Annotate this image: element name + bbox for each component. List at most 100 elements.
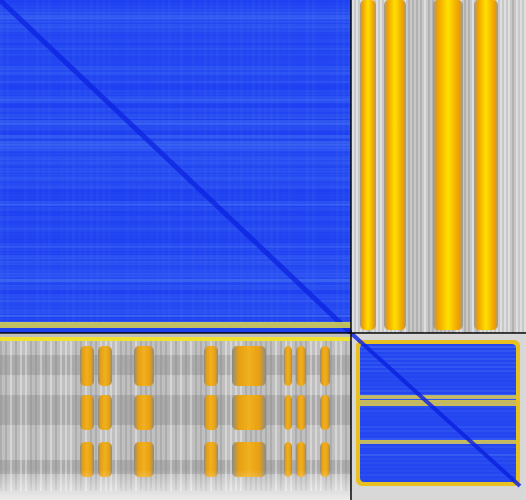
- texture: [360, 462, 516, 464]
- texture: [512, 0, 514, 333]
- block-edge: [0, 322, 351, 328]
- texture: [5, 341, 7, 491]
- texture: [433, 0, 463, 330]
- texture: [0, 285, 351, 290]
- texture: [296, 395, 306, 430]
- texture: [0, 30, 351, 34]
- texture: [360, 434, 516, 436]
- texture: [180, 341, 182, 491]
- texture: [175, 341, 177, 491]
- texture: [36, 0, 39, 322]
- texture: [98, 395, 112, 430]
- diagonal: [350, 332, 522, 488]
- texture: [360, 386, 516, 388]
- texture: [108, 0, 111, 322]
- texture: [296, 442, 306, 477]
- texture: [114, 0, 117, 322]
- texture: [318, 0, 321, 322]
- texture: [360, 454, 516, 456]
- texture: [0, 174, 351, 178]
- texture: [0, 294, 351, 299]
- texture: [416, 0, 418, 333]
- texture: [360, 458, 516, 460]
- texture: [0, 243, 351, 247]
- texture: [0, 39, 351, 44]
- texture: [0, 249, 351, 252]
- texture: [232, 395, 266, 430]
- texture: [360, 358, 516, 360]
- texture: [360, 398, 516, 400]
- texture: [0, 96, 351, 101]
- texture: [0, 6, 351, 11]
- texture: [0, 21, 351, 24]
- texture: [0, 180, 351, 183]
- texture: [340, 341, 342, 491]
- texture: [0, 18, 351, 22]
- texture: [0, 12, 351, 15]
- texture: [98, 346, 112, 386]
- texture: [0, 54, 351, 57]
- texture: [356, 0, 358, 333]
- texture: [0, 246, 351, 249]
- texture: [80, 395, 94, 430]
- texture: [0, 114, 351, 119]
- texture: [320, 395, 330, 430]
- texture: [360, 466, 516, 468]
- texture: [232, 346, 266, 386]
- texture: [132, 0, 135, 322]
- block-edge: [0, 337, 351, 341]
- texture: [0, 27, 351, 32]
- texture: [312, 0, 315, 322]
- texture: [144, 0, 147, 322]
- texture: [0, 147, 351, 152]
- texture: [84, 0, 87, 322]
- texture: [0, 36, 351, 39]
- texture: [80, 442, 94, 477]
- texture: [0, 315, 351, 318]
- texture: [360, 366, 516, 368]
- fade: [0, 470, 351, 500]
- texture: [474, 0, 498, 330]
- texture: [198, 0, 201, 322]
- texture: [360, 438, 516, 440]
- texture: [0, 24, 351, 29]
- texture: [174, 0, 177, 322]
- texture: [0, 135, 351, 139]
- texture: [30, 341, 32, 491]
- texture: [360, 426, 516, 428]
- texture: [0, 144, 351, 149]
- texture: [0, 192, 351, 197]
- texture: [0, 129, 351, 132]
- texture: [0, 195, 351, 199]
- texture: [0, 261, 351, 265]
- texture: [360, 450, 516, 452]
- texture: [380, 0, 382, 333]
- texture: [360, 446, 516, 448]
- texture: [424, 0, 426, 333]
- block-bottom-right-texture: [360, 346, 516, 480]
- texture: [0, 141, 351, 146]
- texture: [210, 0, 213, 322]
- texture: [504, 0, 506, 333]
- texture: [284, 442, 292, 477]
- texture: [95, 341, 97, 491]
- texture: [464, 0, 466, 333]
- texture: [165, 341, 167, 491]
- texture: [0, 288, 351, 291]
- texture: [0, 267, 351, 271]
- texture: [348, 0, 351, 322]
- texture: [0, 279, 351, 283]
- texture: [78, 0, 81, 322]
- texture: [360, 470, 516, 472]
- texture: [230, 341, 232, 491]
- texture: [138, 0, 141, 322]
- texture: [468, 0, 470, 333]
- texture: [0, 201, 351, 206]
- block-top-right-texture: [352, 0, 526, 333]
- texture: [170, 341, 172, 491]
- texture: [55, 341, 57, 491]
- texture: [472, 0, 474, 333]
- texture: [294, 0, 297, 322]
